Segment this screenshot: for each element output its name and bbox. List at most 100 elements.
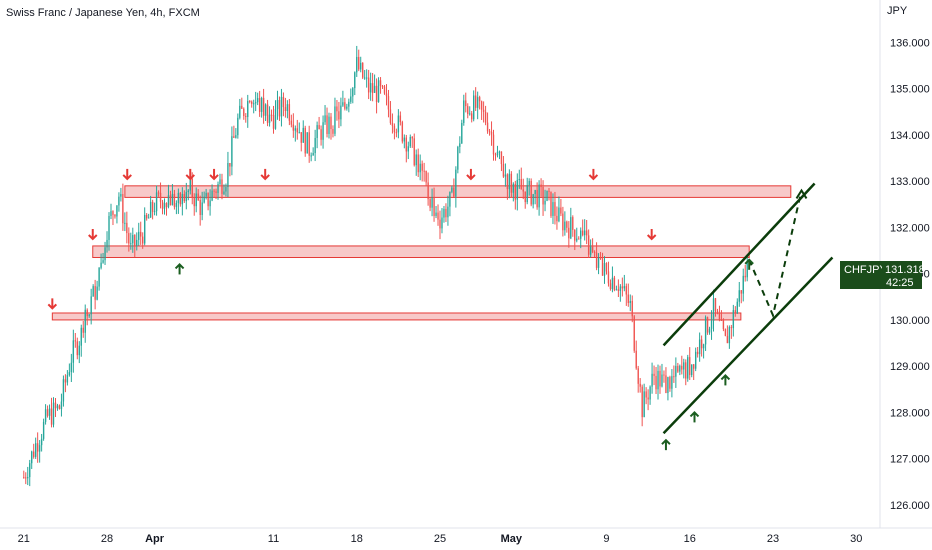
candle bbox=[732, 304, 735, 337]
candle bbox=[492, 129, 495, 161]
candle bbox=[312, 147, 314, 156]
zone-2 bbox=[51, 312, 742, 321]
candle bbox=[197, 189, 199, 201]
candle bbox=[393, 123, 396, 140]
candle bbox=[296, 119, 298, 140]
down-arrow-icon bbox=[646, 229, 657, 241]
candle bbox=[62, 375, 65, 407]
candle bbox=[591, 238, 594, 254]
candle bbox=[322, 115, 324, 149]
candle bbox=[247, 94, 249, 128]
projected-path[interactable] bbox=[748, 190, 803, 319]
time-tick-label: 18 bbox=[351, 533, 363, 545]
candle bbox=[395, 128, 398, 138]
candle bbox=[391, 113, 394, 134]
candle bbox=[585, 219, 588, 245]
candle bbox=[407, 141, 409, 160]
candle bbox=[587, 229, 590, 258]
candle bbox=[114, 214, 116, 219]
candle bbox=[229, 162, 231, 177]
candle bbox=[326, 107, 328, 138]
candle bbox=[409, 134, 411, 149]
candle bbox=[36, 432, 39, 463]
candle bbox=[324, 105, 326, 125]
candle bbox=[173, 189, 176, 210]
candle bbox=[80, 324, 82, 357]
candle bbox=[143, 207, 146, 246]
candle bbox=[130, 232, 132, 250]
candle bbox=[215, 188, 217, 200]
price-countdown-badge: 131.318 42:25 bbox=[882, 261, 925, 289]
candle bbox=[474, 87, 477, 112]
candle bbox=[671, 369, 673, 398]
price-tick-label: 126.000 bbox=[890, 500, 930, 512]
candle bbox=[241, 97, 243, 109]
candle bbox=[298, 122, 300, 134]
candle bbox=[223, 184, 225, 196]
candle bbox=[518, 169, 520, 189]
candle bbox=[528, 178, 530, 196]
candle bbox=[145, 213, 148, 221]
candle bbox=[268, 106, 271, 127]
candle bbox=[702, 343, 705, 359]
candle bbox=[50, 397, 53, 428]
candle bbox=[360, 56, 362, 73]
candle bbox=[294, 125, 297, 142]
time-tick-label: Apr bbox=[145, 533, 165, 545]
candle bbox=[593, 250, 596, 258]
up-arrow-icon bbox=[744, 258, 754, 270]
candle bbox=[512, 182, 515, 202]
candle bbox=[399, 111, 402, 126]
price-tick-label: 128.000 bbox=[890, 407, 930, 419]
candle bbox=[494, 152, 497, 161]
candle bbox=[712, 289, 715, 332]
candle bbox=[60, 393, 63, 417]
candle bbox=[734, 306, 737, 317]
candle bbox=[726, 325, 729, 344]
candle bbox=[110, 203, 112, 220]
candle bbox=[134, 234, 136, 258]
candle bbox=[675, 357, 677, 388]
candle bbox=[64, 374, 67, 393]
candle bbox=[461, 119, 463, 144]
candle bbox=[625, 283, 627, 306]
candle bbox=[167, 184, 170, 209]
channel-lower-line[interactable] bbox=[662, 256, 834, 435]
candle bbox=[138, 222, 140, 246]
candle bbox=[34, 437, 37, 459]
time-axis[interactable]: 21 28 Apr 11 18 25 May 9 16 23 30 bbox=[18, 533, 863, 545]
down-arrow-icon bbox=[260, 168, 270, 181]
candle bbox=[696, 346, 699, 358]
candle bbox=[27, 466, 29, 486]
candle bbox=[449, 191, 451, 217]
candle bbox=[243, 107, 245, 120]
candle bbox=[453, 178, 455, 197]
candle bbox=[314, 129, 316, 162]
candle bbox=[599, 251, 602, 260]
projection-arrowhead bbox=[795, 188, 808, 199]
channel-upper-line[interactable] bbox=[662, 182, 816, 347]
candle bbox=[476, 91, 479, 120]
candle bbox=[510, 171, 513, 198]
candle bbox=[546, 190, 548, 202]
candle bbox=[403, 134, 406, 149]
candle bbox=[478, 95, 481, 110]
candle bbox=[580, 227, 582, 249]
candle bbox=[716, 308, 719, 315]
candle bbox=[161, 199, 164, 215]
candle bbox=[558, 196, 560, 223]
candle bbox=[25, 472, 27, 485]
candle bbox=[286, 100, 289, 119]
candle bbox=[597, 253, 600, 275]
candle bbox=[516, 173, 518, 211]
candle bbox=[463, 94, 465, 126]
candle bbox=[657, 364, 659, 400]
candle bbox=[116, 205, 118, 224]
candle bbox=[576, 227, 578, 243]
candle bbox=[471, 110, 473, 123]
candle bbox=[340, 97, 342, 127]
candle bbox=[74, 332, 77, 348]
candle bbox=[714, 297, 717, 317]
candle bbox=[375, 78, 378, 114]
